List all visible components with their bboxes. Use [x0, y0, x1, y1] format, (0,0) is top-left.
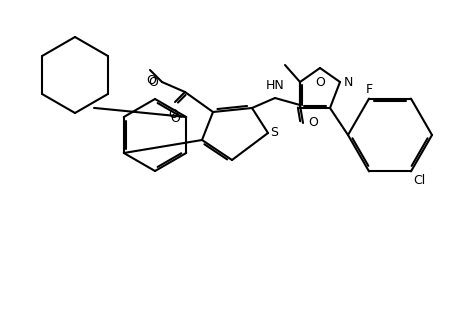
Text: O: O — [308, 116, 318, 129]
Text: methyl_iso_label: methyl_iso_label — [0, 329, 1, 330]
Text: O: O — [170, 112, 180, 125]
Text: S: S — [270, 126, 278, 140]
Text: O: O — [315, 76, 325, 89]
Text: O: O — [146, 74, 156, 86]
Text: HN: HN — [266, 79, 285, 92]
Text: O: O — [148, 76, 158, 88]
Text: O: O — [0, 329, 1, 330]
Text: N: N — [344, 76, 353, 88]
Text: Cl: Cl — [413, 174, 425, 187]
Text: O: O — [168, 108, 178, 121]
Text: F: F — [365, 82, 372, 96]
